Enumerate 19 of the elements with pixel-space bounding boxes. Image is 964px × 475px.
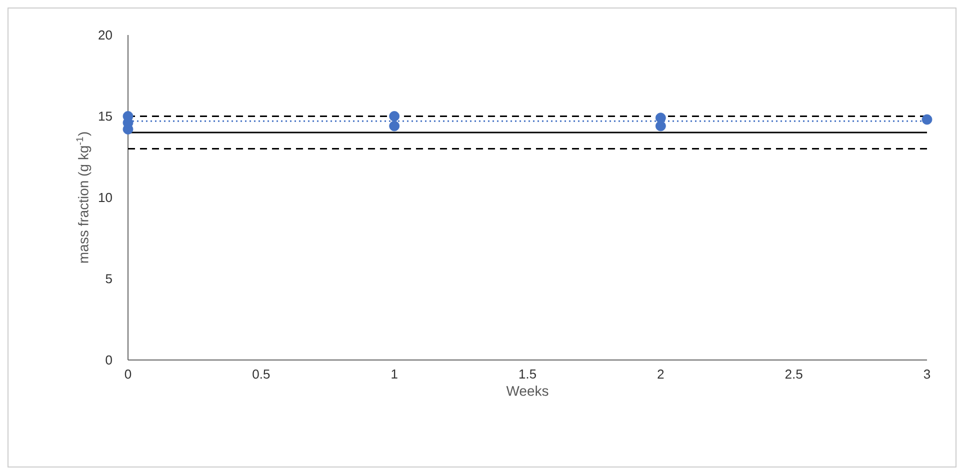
point xyxy=(655,112,666,124)
y-tick-label: 10 xyxy=(99,192,112,202)
y-axis-title: mass fraction (g kg$^{-1}$) xyxy=(76,132,92,263)
x-tick-label: 1 xyxy=(392,370,398,378)
y-tick-label: 0 xyxy=(106,355,112,365)
x-tick-label: 0 xyxy=(124,370,132,379)
point xyxy=(389,111,400,122)
point xyxy=(122,111,134,122)
y-tick-label: 20 xyxy=(98,30,112,40)
x-tick-label: 0.5 xyxy=(252,370,270,379)
x-axis-title: Weeks xyxy=(506,386,548,396)
x-tick-label: 2.5 xyxy=(785,370,802,379)
y-tick-label: 5 xyxy=(106,274,112,284)
point xyxy=(922,114,932,125)
x-tick-label: 2 xyxy=(658,370,664,379)
y-tick-label: 15 xyxy=(99,112,112,121)
x-tick-label: 3 xyxy=(924,370,930,379)
x-tick-label: 1.5 xyxy=(519,370,536,379)
point xyxy=(389,120,400,132)
